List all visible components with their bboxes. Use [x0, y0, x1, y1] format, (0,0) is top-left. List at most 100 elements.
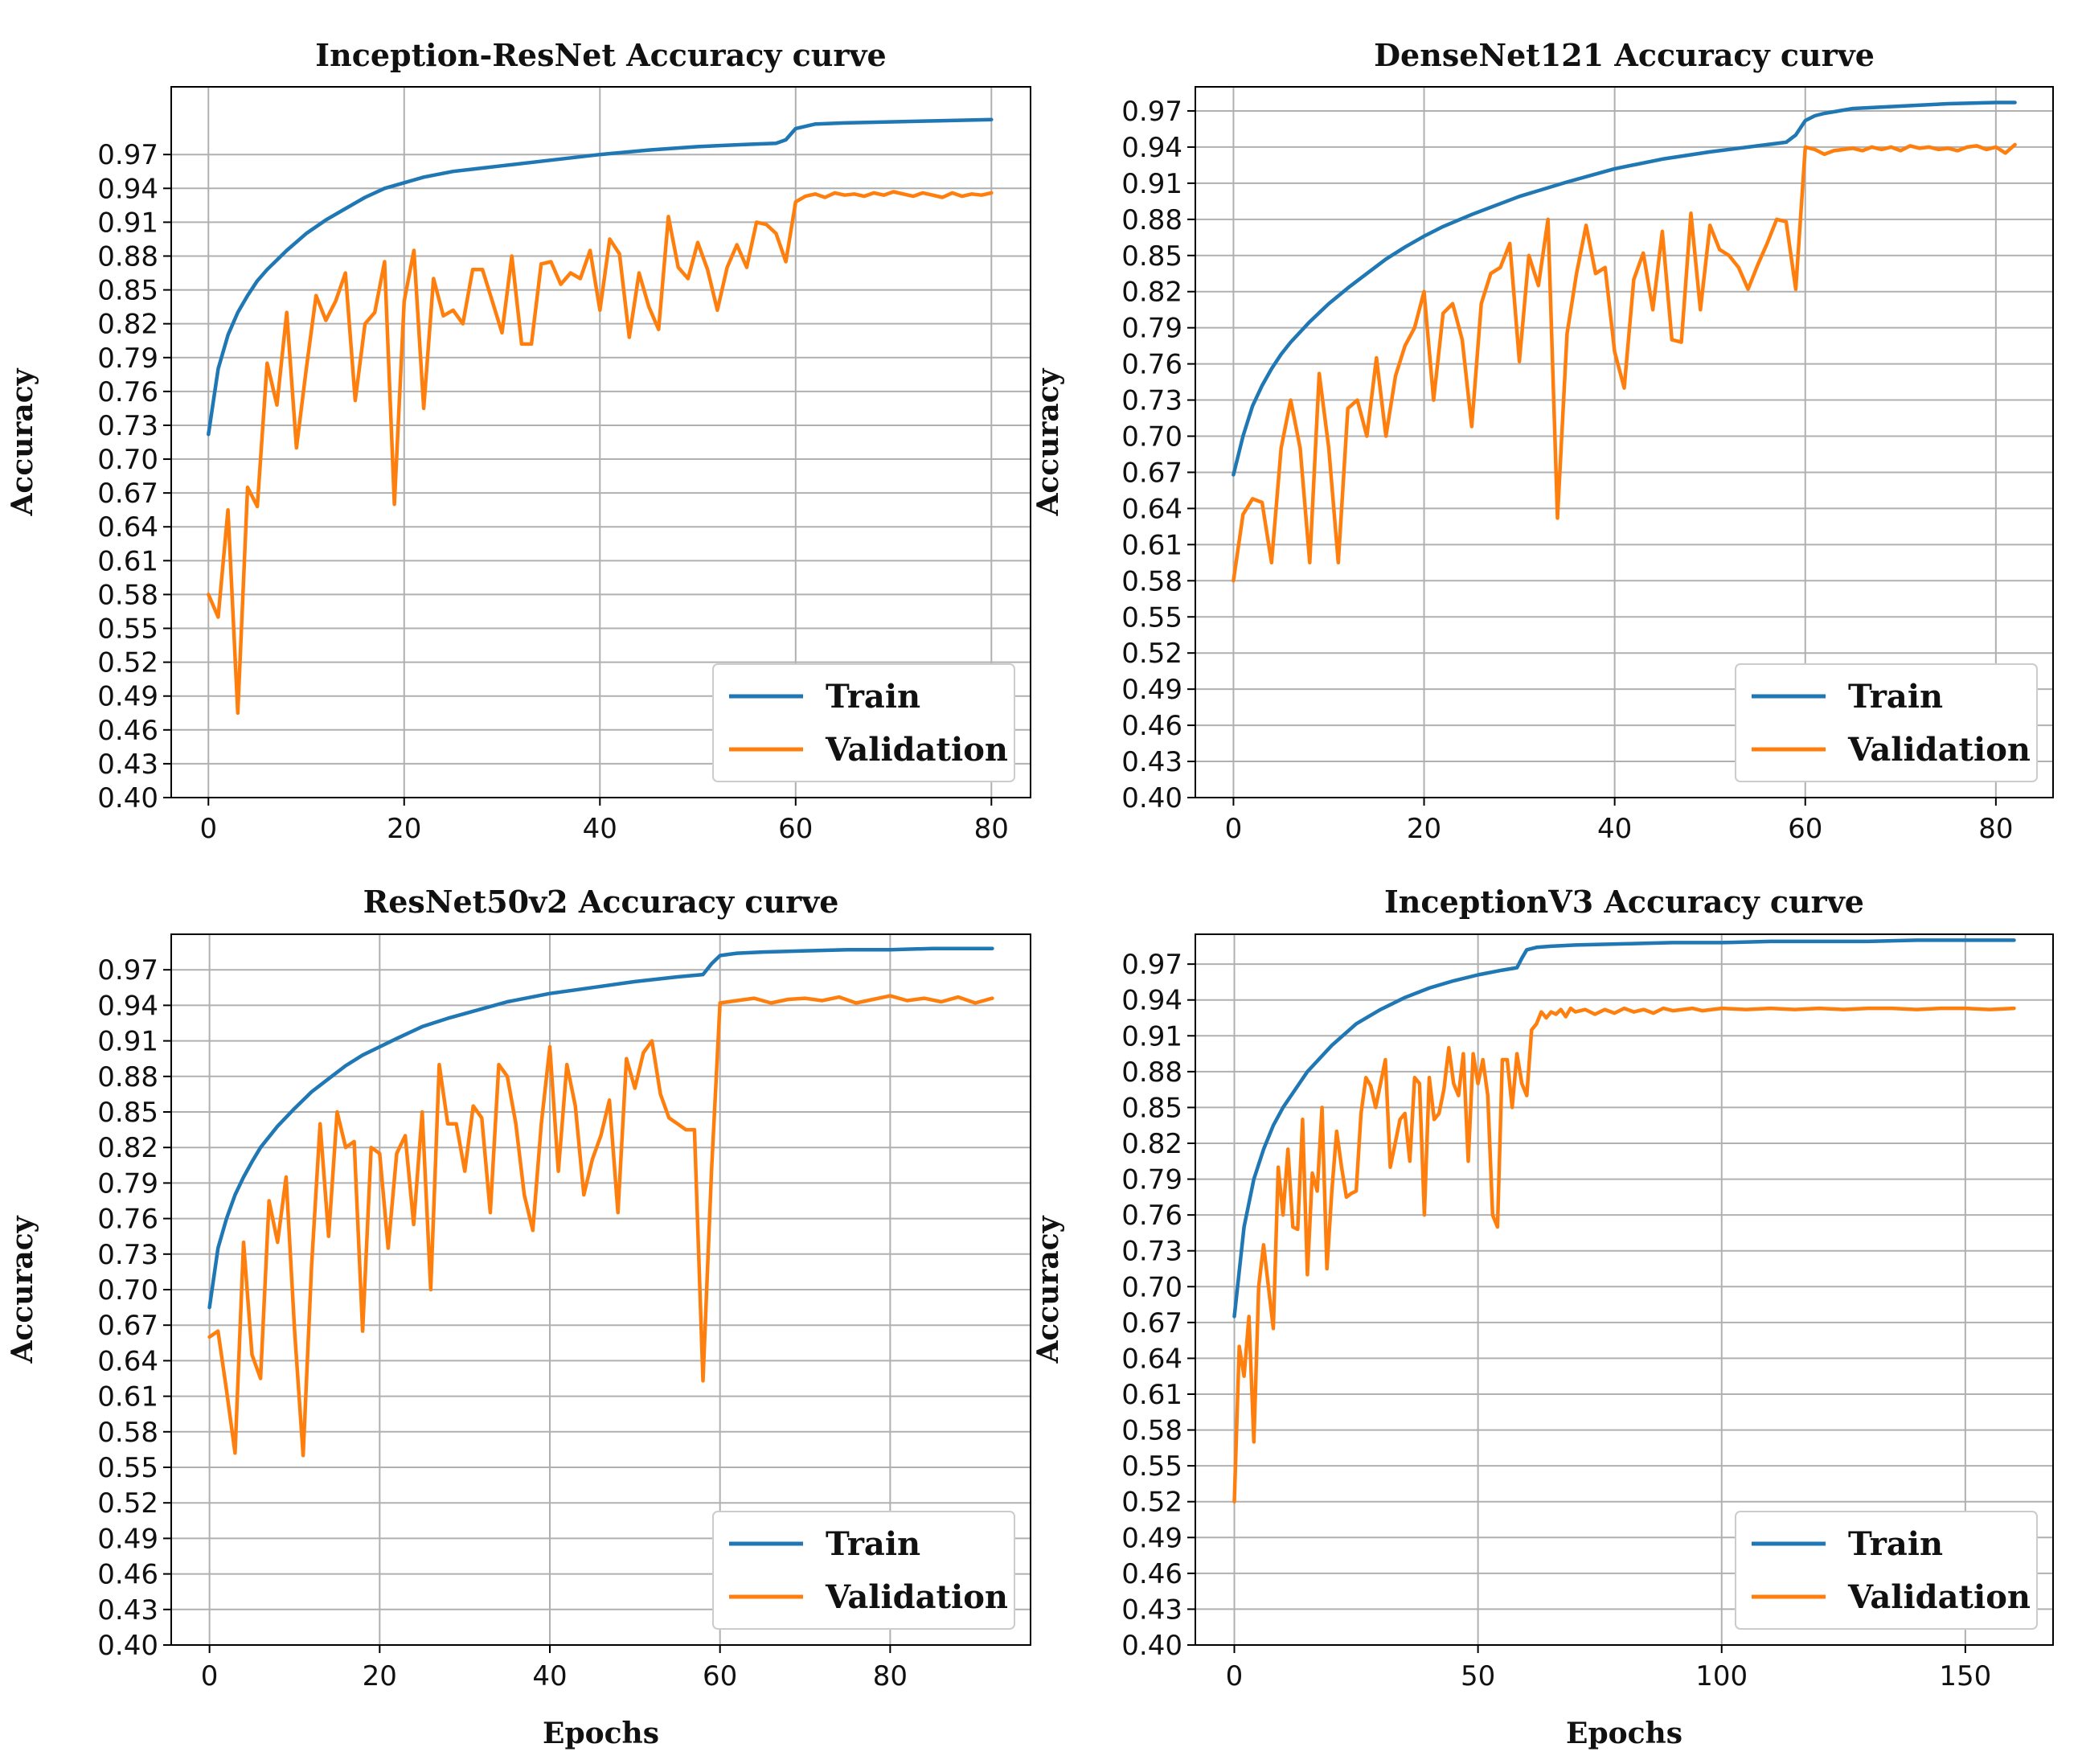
y-tick-label: 0.70 [97, 1274, 158, 1307]
legend-label-validation: Validation [825, 1578, 1008, 1616]
y-tick-label: 0.46 [1121, 710, 1182, 742]
y-tick-label: 0.40 [97, 1630, 158, 1662]
y-tick-label: 0.58 [97, 579, 158, 611]
y-tick-label: 0.58 [1121, 1415, 1182, 1447]
chart-panel-3: 0 20 40 60 80 0.400.430.46 0.490.520.550.58 0.6… [6, 884, 1031, 1750]
y-tick-label: 0.88 [1121, 204, 1182, 236]
y-tick-label: 0.79 [97, 1167, 158, 1200]
x-tick-label: 150 [1939, 1660, 1991, 1692]
y-tick-label: 0.70 [97, 444, 158, 476]
y-tick-label: 0.97 [97, 954, 158, 987]
chart-panel-4: 0 50 100 150 0.40 0.43 0.46 0.490.52 0.550.58 0.6… [1031, 884, 2054, 1750]
x-tick-label: 50 [1461, 1660, 1495, 1692]
chart-title: InceptionV3 Accuracy curve [1384, 884, 1864, 920]
chart-title: DenseNet121 Accuracy curve [1374, 37, 1875, 73]
legend-label-validation: Validation [1847, 1578, 2031, 1616]
legend-label-train: Train [826, 678, 920, 716]
y-tick-label: 0.91 [97, 1026, 158, 1058]
y-tick-label: 0.43 [97, 749, 158, 781]
y-tick-label: 0.70 [1121, 421, 1182, 453]
y-axis-label: Accuracy [6, 367, 39, 516]
y-tick-label: 0.64 [97, 511, 158, 544]
x-tick-label: 80 [1978, 813, 2013, 845]
y-tick-label: 0.73 [1121, 385, 1182, 417]
y-tick-label: 0.43 [97, 1594, 158, 1627]
y-tick-label: 0.49 [97, 681, 158, 713]
y-tick-label: 0.97 [1121, 949, 1182, 981]
x-tick-label: 40 [583, 813, 617, 845]
y-tick-label: 0.76 [1121, 349, 1182, 381]
y-tick-label: 0.64 [1121, 493, 1182, 525]
y-tick-label: 0.94 [1121, 985, 1182, 1017]
x-tick-label: 60 [703, 1660, 737, 1692]
y-tick-label: 0.79 [1121, 1164, 1182, 1196]
y-tick-label: 0.88 [97, 1061, 158, 1093]
chart-title: ResNet50v2 Accuracy curve [363, 884, 839, 920]
y-tick-label: 0.82 [97, 1132, 158, 1164]
y-tick-label: 0.52 [1121, 638, 1182, 670]
y-axis-label: Accuracy [6, 1215, 39, 1364]
series-line-train [207, 946, 994, 1310]
y-tick-label: 0.67 [1121, 1307, 1182, 1339]
y-tick-label: 0.40 [1121, 1630, 1182, 1662]
x-tick-label: 0 [1226, 1660, 1244, 1692]
y-tick-label: 0.79 [97, 343, 158, 375]
y-tick-label: 0.40 [1121, 782, 1182, 814]
y-tick-label: 0.97 [97, 139, 158, 171]
y-tick-label: 0.46 [97, 1559, 158, 1591]
x-tick-label: 60 [1788, 813, 1822, 845]
legend-label-train: Train [1848, 678, 1943, 716]
y-tick-label: 0.61 [97, 545, 158, 577]
x-axis-label: Epochs [1566, 1717, 1682, 1750]
y-tick-label: 0.43 [1121, 746, 1182, 778]
legend-box [1735, 1511, 2038, 1630]
x-tick-label: 0 [201, 1660, 219, 1692]
y-tick-label: 0.61 [1121, 1379, 1182, 1411]
y-tick-label: 0.82 [1121, 277, 1182, 309]
legend-label-train: Train [1848, 1525, 1943, 1563]
x-tick-label: 20 [363, 1660, 397, 1692]
x-tick-label: 80 [974, 813, 1009, 845]
y-tick-label: 0.55 [97, 1452, 158, 1484]
x-tick-label: 0 [1225, 813, 1243, 845]
y-tick-label: 0.55 [1121, 1450, 1182, 1483]
series-line-validation [1232, 142, 2017, 583]
y-tick-label: 0.73 [97, 1239, 158, 1271]
x-tick-label: 60 [778, 813, 813, 845]
y-tick-label: 0.55 [1121, 601, 1182, 634]
y-axis-label: Accuracy [1031, 367, 1065, 516]
y-tick-label: 0.97 [1121, 96, 1182, 128]
y-tick-label: 0.52 [97, 647, 158, 679]
legend: Train Validation [712, 663, 1015, 782]
y-tick-label: 0.46 [1121, 1558, 1182, 1590]
series-line-train [207, 117, 994, 437]
x-tick-label: 100 [1695, 1660, 1748, 1692]
y-tick-label: 0.58 [1121, 565, 1182, 597]
legend-label-validation: Validation [1847, 731, 2031, 769]
x-tick-label: 40 [532, 1660, 567, 1692]
y-tick-label: 0.49 [97, 1523, 158, 1555]
plot-frame [170, 86, 1031, 798]
legend-label-validation: Validation [825, 731, 1008, 769]
y-tick-label: 0.85 [1121, 1092, 1182, 1124]
y-tick-label: 0.85 [97, 275, 158, 307]
y-tick-label: 0.76 [97, 1204, 158, 1236]
y-tick-label: 0.46 [97, 715, 158, 747]
y-axis-label: Accuracy [1031, 1215, 1065, 1364]
legend-box [1735, 663, 2038, 782]
y-tick-label: 0.76 [97, 376, 158, 408]
y-tick-label: 0.94 [1121, 132, 1182, 164]
y-tick-label: 0.82 [1121, 1128, 1182, 1160]
y-tick-label: 0.94 [97, 990, 158, 1022]
y-tick-label: 0.61 [97, 1381, 158, 1413]
legend-box [712, 1511, 1015, 1630]
y-tick-label: 0.91 [1121, 1020, 1182, 1052]
y-tick-label: 0.58 [97, 1417, 158, 1449]
y-tick-label: 0.67 [1121, 457, 1182, 489]
y-tick-label: 0.67 [97, 478, 158, 510]
legend: Train Validation [712, 1511, 1015, 1630]
y-tick-label: 0.82 [97, 309, 158, 341]
y-tick-label: 0.91 [1121, 168, 1182, 200]
series-line-validation [207, 994, 994, 1458]
